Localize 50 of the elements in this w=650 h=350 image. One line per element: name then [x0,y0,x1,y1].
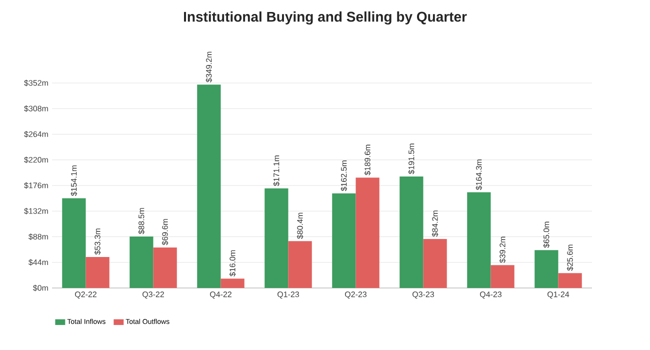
x-tick-label: Q1-24 [548,292,570,299]
data-label: $171.1m [273,156,280,186]
data-label: $25.6m [566,244,574,271]
data-label: $53.3m [94,228,101,255]
y-tick-label: $88m [28,233,48,240]
x-tick-label: Q3-23 [412,292,434,299]
data-label: $164.3m [476,160,482,190]
bar [332,193,356,288]
bar [264,188,288,288]
bar [423,238,447,288]
bar [62,198,86,288]
bar [558,273,582,288]
bar [220,278,244,288]
bar [86,256,110,288]
bar [400,176,424,288]
y-tick-label: $220m [24,156,48,164]
data-label: $65.0m [543,222,550,248]
y-tick-label: $132m [24,208,48,214]
bar [130,236,154,288]
data-label: $191.5m [408,144,415,174]
x-tick-label: Q2-23 [345,292,367,299]
x-tick-label: Q4-23 [480,292,502,299]
data-label: $84.2m [432,210,438,237]
x-tick-label: Q2-22 [75,292,96,299]
data-label: $69.6m [162,219,168,246]
data-label: $189.6m [364,144,371,176]
data-label: $88.5m [138,208,145,234]
bar [197,84,221,288]
data-label: $80.4m [296,212,304,239]
y-tick-label: $352m [24,80,48,86]
data-label: $162.5m [340,160,348,192]
bar [288,241,312,288]
data-label: $16.0m [229,250,236,276]
data-label: $349.2m [206,52,212,82]
data-label: $39.2m [499,236,506,263]
x-tick-label: Q4-22 [210,292,232,299]
x-tick-label: Q3-22 [142,292,164,299]
bar [534,250,558,288]
data-label: $154.1m [70,165,78,196]
bar [153,247,177,288]
y-tick-label: $308m [24,105,48,112]
y-tick-label: $44m [28,259,48,266]
y-tick-label: $264m [24,131,48,138]
chart-title: Institutional Buying and Selling by Quarter [184,11,467,25]
bar [467,192,491,288]
bar [490,265,514,288]
x-tick-label: Q1-23 [278,292,300,299]
bar [356,178,380,288]
y-tick-label: $0m [32,284,48,292]
y-tick-label: $176m [24,182,48,189]
